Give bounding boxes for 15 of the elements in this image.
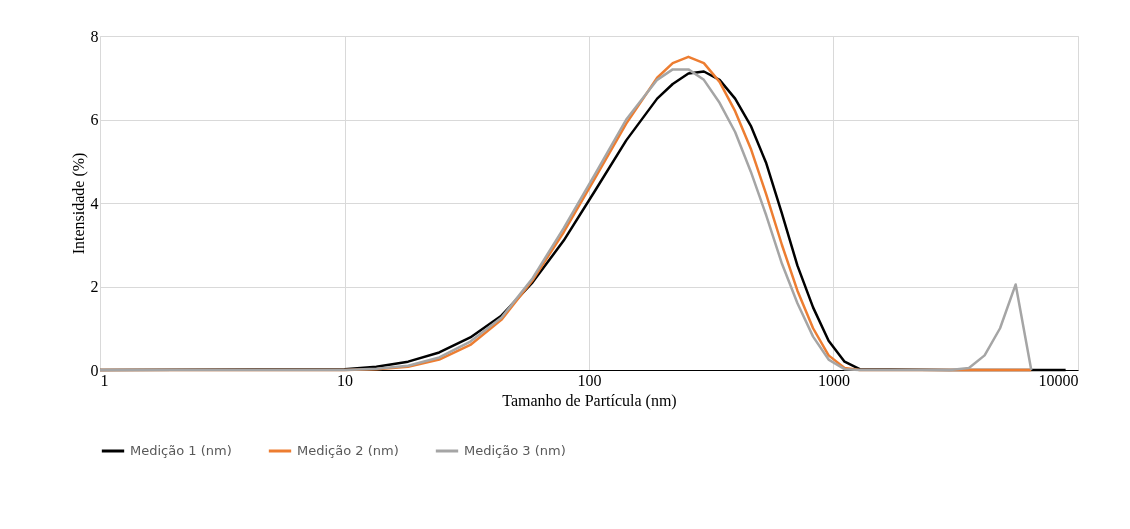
x-tick-label: 100 <box>577 371 602 389</box>
y-tick-label: 2 <box>90 278 99 295</box>
x-axis-title: Tamanho de Partícula (nm) <box>502 391 677 410</box>
legend-label: Medição 2 (nm) <box>297 443 399 458</box>
x-tick-label: 1 <box>100 371 109 389</box>
x-tick-label: 10 <box>337 371 353 389</box>
y-tick-label: 8 <box>90 27 99 45</box>
y-axis-title: Intensidade (%) <box>69 152 88 255</box>
y-tick-label: 0 <box>90 361 99 379</box>
x-tick-label: 10000 <box>1038 371 1079 389</box>
y-tick-label: 4 <box>90 194 99 212</box>
x-tick-label: 1000 <box>818 371 850 389</box>
legend-label: Medição 3 (nm) <box>464 443 566 458</box>
legend-label: Medição 1 (nm) <box>130 443 232 458</box>
y-tick-label: 6 <box>90 111 99 128</box>
